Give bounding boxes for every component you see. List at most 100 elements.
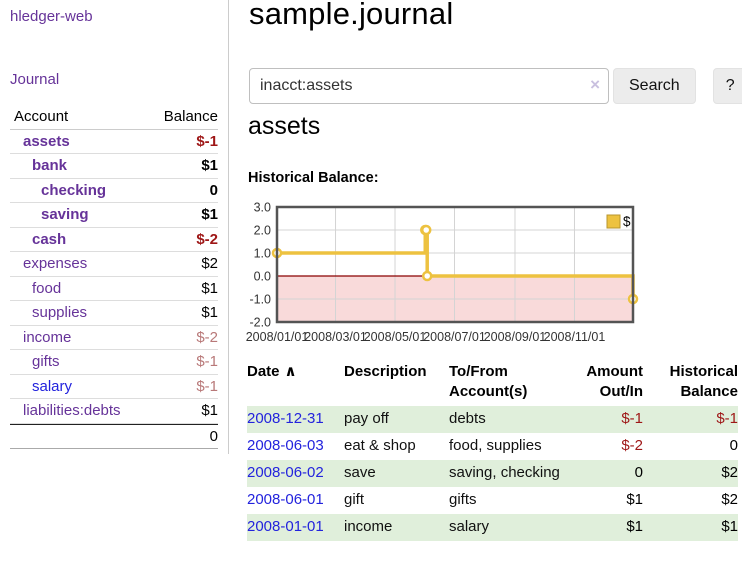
transaction-balance: $2 bbox=[721, 464, 738, 481]
main-content: sample.journal × Search ? assets Histori… bbox=[246, 0, 742, 582]
account-link-saving[interactable]: saving bbox=[41, 206, 89, 223]
sidebar: hledger-web Journal Account Balance asse… bbox=[0, 0, 229, 454]
account-link-gifts[interactable]: gifts bbox=[32, 353, 60, 370]
balance-col-header: Balance bbox=[163, 108, 218, 125]
x-axis-tick-label: 2008/05/01 bbox=[364, 330, 427, 344]
transaction-amount: $1 bbox=[626, 491, 643, 508]
transaction-description: save bbox=[344, 464, 376, 481]
y-axis-tick-label: 0.0 bbox=[254, 270, 271, 284]
accounts-table-header: Account Balance bbox=[10, 105, 218, 130]
x-axis-tick-label: 2008/01/01 bbox=[246, 330, 309, 344]
transaction-description: income bbox=[344, 518, 393, 535]
account-balance: $1 bbox=[201, 157, 218, 174]
transaction-accounts: salary bbox=[449, 518, 490, 535]
account-row-income: income $-2 bbox=[10, 326, 218, 350]
transaction-balance: $2 bbox=[721, 491, 738, 508]
account-balance: $-1 bbox=[196, 132, 218, 150]
y-axis-tick-label: -1.0 bbox=[249, 293, 271, 307]
help-button[interactable]: ? bbox=[712, 68, 742, 104]
table-row: 2008-06-03 eat & shop food, supplies $-2… bbox=[247, 433, 738, 460]
transaction-amount: 0 bbox=[634, 464, 643, 481]
transaction-description: gift bbox=[344, 491, 365, 508]
sidebar-item-journal[interactable]: Journal bbox=[10, 71, 60, 88]
x-axis-tick-label: 2008/09/01 bbox=[484, 330, 547, 344]
y-axis-tick-label: -2.0 bbox=[249, 316, 271, 330]
x-axis-tick-label: 2008/03/01 bbox=[304, 330, 367, 344]
search-form: × Search ? bbox=[249, 68, 742, 104]
register-header-row: Date ∧ Description To/From Account(s) Amo… bbox=[247, 360, 738, 406]
account-balance: 0 bbox=[209, 181, 218, 199]
register-table: Date ∧ Description To/From Account(s) Amo… bbox=[247, 360, 738, 541]
account-balance: $1 bbox=[201, 279, 218, 297]
account-row-liabilities-debts: liabilities:debts $1 bbox=[10, 399, 218, 424]
account-link-income[interactable]: income bbox=[23, 328, 72, 346]
data-point-marker[interactable] bbox=[421, 270, 433, 282]
account-link-checking[interactable]: checking bbox=[41, 181, 107, 199]
y-axis-tick-label: 1.0 bbox=[254, 247, 271, 261]
app-title-link[interactable]: hledger-web bbox=[10, 8, 93, 25]
account-row-checking: checking 0 bbox=[10, 179, 218, 203]
account-row-expenses: expenses $2 bbox=[10, 252, 218, 277]
search-box: × bbox=[249, 68, 609, 104]
chart-border bbox=[275, 205, 635, 324]
transaction-date-link[interactable]: 2008-01-01 bbox=[247, 518, 324, 535]
account-balance: $1 bbox=[201, 304, 218, 321]
legend-label: $ bbox=[623, 214, 631, 229]
account-link-bank[interactable]: bank bbox=[32, 157, 68, 174]
transaction-date-link[interactable]: 2008-06-03 bbox=[247, 437, 324, 454]
transaction-amount: $-2 bbox=[621, 437, 643, 454]
account-page-heading: assets bbox=[248, 112, 321, 140]
accounts-total-value: 0 bbox=[209, 427, 218, 445]
transaction-date-link[interactable]: 2008-12-31 bbox=[247, 410, 324, 427]
account-link-expenses[interactable]: expenses bbox=[23, 255, 88, 272]
account-row-supplies: supplies $1 bbox=[10, 301, 218, 326]
transaction-accounts: debts bbox=[449, 410, 486, 427]
data-point-marker[interactable] bbox=[420, 224, 432, 236]
transaction-description: eat & shop bbox=[344, 437, 416, 454]
transaction-balance: $1 bbox=[721, 518, 738, 535]
table-row: 2008-06-01 gift gifts $1 $2 bbox=[247, 487, 738, 514]
transaction-accounts: gifts bbox=[449, 491, 477, 508]
transaction-accounts: saving, checking bbox=[449, 464, 560, 481]
table-row: 2008-01-01 income salary $1 $1 bbox=[247, 514, 738, 541]
legend-swatch bbox=[606, 214, 621, 229]
clear-search-icon[interactable]: × bbox=[590, 75, 600, 94]
transaction-balance: 0 bbox=[729, 437, 738, 454]
transaction-balance: $-1 bbox=[716, 410, 738, 427]
transaction-accounts: food, supplies bbox=[449, 437, 542, 454]
account-row-gifts: gifts $-1 bbox=[10, 350, 218, 375]
account-link-supplies[interactable]: supplies bbox=[32, 304, 88, 321]
account-link-food[interactable]: food bbox=[32, 279, 62, 297]
accounts-total-row: 0 bbox=[10, 423, 218, 449]
x-axis-tick-label: 2008/11/01 bbox=[544, 330, 606, 344]
column-header-date[interactable]: Date ∧ bbox=[247, 363, 297, 380]
search-button[interactable]: Search bbox=[613, 68, 696, 104]
sort-ascending-icon: ∧ bbox=[284, 363, 297, 380]
account-balance: $1 bbox=[201, 206, 218, 223]
transaction-amount: $1 bbox=[626, 518, 643, 535]
account-row-saving: saving $1 bbox=[10, 203, 218, 228]
transaction-date-link[interactable]: 2008-06-02 bbox=[247, 464, 324, 481]
transaction-date-link[interactable]: 2008-06-01 bbox=[247, 491, 324, 508]
column-header-tofrom: To/From Account(s) bbox=[449, 363, 528, 400]
account-link-salary[interactable]: salary bbox=[32, 377, 73, 395]
account-balance: $1 bbox=[201, 402, 218, 419]
account-link-assets[interactable]: assets bbox=[23, 132, 70, 150]
x-axis-tick-label: 2008/07/01 bbox=[423, 330, 486, 344]
transaction-description: pay off bbox=[344, 410, 389, 427]
account-balance: $-2 bbox=[196, 230, 218, 248]
account-row-cash: cash $-2 bbox=[10, 228, 218, 252]
search-input[interactable] bbox=[249, 68, 609, 104]
accounts-balance-table: Account Balance assets $-1 bank $1 check… bbox=[10, 105, 218, 449]
account-link-liabilities-debts[interactable]: liabilities:debts bbox=[23, 402, 121, 419]
account-balance: $-1 bbox=[196, 353, 218, 370]
account-row-salary: salary $-1 bbox=[10, 375, 218, 399]
account-link-cash[interactable]: cash bbox=[32, 230, 67, 248]
y-axis-tick-label: 2.0 bbox=[254, 224, 271, 238]
table-row: 2008-12-31 pay off debts $-1 $-1 bbox=[247, 406, 738, 433]
y-axis-tick-label: 3.0 bbox=[254, 201, 271, 215]
column-header-description: Description bbox=[344, 363, 427, 380]
account-balance: $-1 bbox=[196, 377, 218, 395]
accounts-col-header: Account bbox=[14, 108, 69, 125]
